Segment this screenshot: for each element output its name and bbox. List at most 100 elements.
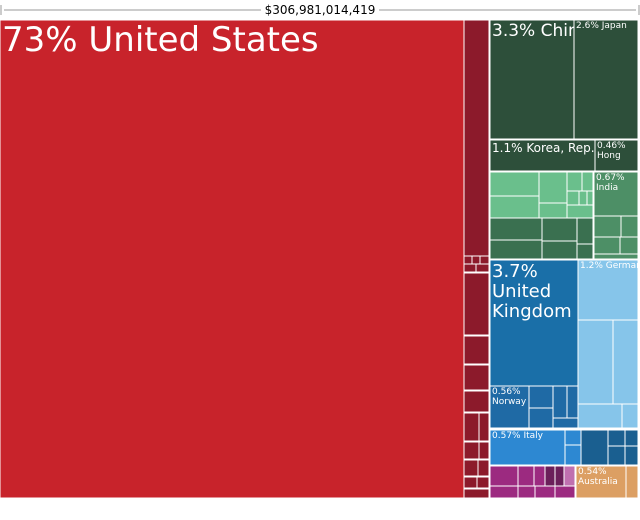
category-label: China xyxy=(540,21,574,41)
chart-title: $306,981,014,419 xyxy=(260,3,380,17)
small-tile xyxy=(477,459,490,477)
small-tile xyxy=(476,476,490,489)
category-label: India xyxy=(596,182,619,193)
tile-label: 2.6% Japan xyxy=(574,20,638,139)
small-tile xyxy=(586,190,594,206)
small-tile xyxy=(552,385,568,419)
tile xyxy=(593,171,639,217)
value-label: 0.46% xyxy=(597,141,626,151)
tile xyxy=(577,259,639,321)
small-tile xyxy=(625,465,639,499)
small-tile xyxy=(463,412,480,442)
small-tile xyxy=(593,253,639,260)
tile xyxy=(489,429,566,466)
small-tile xyxy=(538,171,568,204)
small-tile xyxy=(489,465,519,487)
small-tile xyxy=(593,215,622,238)
value-label: 1.2% xyxy=(580,261,603,271)
small-tile xyxy=(577,403,623,429)
small-tile xyxy=(489,217,543,241)
small-tile xyxy=(619,236,639,255)
small-tile xyxy=(478,441,490,460)
small-tile xyxy=(517,465,535,487)
small-tile xyxy=(621,403,639,429)
small-tile xyxy=(463,441,480,460)
tile-label: 3.7% United Kingdom xyxy=(490,260,578,386)
value-label: 2.6% xyxy=(576,21,599,31)
small-tile xyxy=(533,465,546,487)
category-label: Norway xyxy=(492,396,527,407)
category-label: Japan xyxy=(601,21,627,31)
small-tile xyxy=(463,476,478,489)
tile xyxy=(575,465,627,499)
small-tile xyxy=(581,171,594,192)
tile-label: 0.46% Hong xyxy=(595,140,638,171)
small-tile xyxy=(463,19,490,257)
value-label: 3.7% xyxy=(492,261,538,282)
tile-label: 0.57% Italy xyxy=(490,430,565,465)
small-tile xyxy=(463,390,490,413)
small-tile xyxy=(528,385,554,409)
small-tile xyxy=(463,263,477,273)
small-tile xyxy=(612,319,639,405)
small-tile xyxy=(563,465,576,487)
small-tile xyxy=(593,236,621,255)
category-label: Hong xyxy=(597,150,621,161)
small-tile xyxy=(489,239,543,260)
small-tile xyxy=(544,465,556,487)
value-label: 3.3% xyxy=(492,21,536,41)
small-tile xyxy=(534,485,556,499)
small-tile xyxy=(552,417,579,429)
tile-label: 0.56% Norway xyxy=(490,386,529,428)
tile xyxy=(489,259,579,387)
small-tile xyxy=(528,407,554,429)
small-tile xyxy=(576,217,594,245)
small-tile xyxy=(578,190,588,206)
small-tile xyxy=(566,385,579,419)
small-tile xyxy=(564,429,582,446)
small-tile xyxy=(463,459,479,477)
category-label: Germany xyxy=(605,261,638,271)
small-tile xyxy=(478,412,490,442)
category-label: Australia xyxy=(578,476,618,487)
category-label: Italy xyxy=(523,431,543,441)
category-label: United Kingdom xyxy=(492,280,572,322)
small-tile xyxy=(538,202,568,219)
value-label: 0.54% xyxy=(578,467,607,477)
small-tile xyxy=(577,319,614,405)
small-tile xyxy=(607,429,626,447)
small-tile xyxy=(607,445,626,466)
small-tile xyxy=(489,485,519,499)
small-tile xyxy=(463,255,473,265)
tile xyxy=(489,385,530,429)
category-label: United States xyxy=(88,20,319,60)
small-tile xyxy=(489,195,540,219)
small-tile xyxy=(624,445,639,466)
value-label: 0.57% xyxy=(492,431,521,441)
tile-label: 0.67% India xyxy=(594,172,638,216)
small-tile xyxy=(475,263,490,273)
small-tile xyxy=(620,215,639,238)
small-tile xyxy=(541,217,578,242)
small-tile xyxy=(463,488,490,499)
small-tile xyxy=(576,243,594,260)
tile-label: 1.1% Korea, Rep. xyxy=(490,140,595,171)
tile xyxy=(0,19,465,499)
tile xyxy=(573,19,639,140)
small-tile xyxy=(566,204,594,219)
small-tile xyxy=(463,272,490,336)
category-label: Korea, Rep. xyxy=(526,141,595,155)
small-tile xyxy=(580,429,609,466)
small-tile xyxy=(564,444,582,466)
small-tile xyxy=(566,190,580,206)
value-label: 0.67% xyxy=(596,173,625,183)
tile-label: 3.3% China xyxy=(490,20,574,139)
small-tile xyxy=(489,171,540,197)
tile xyxy=(594,139,639,172)
tile-label: 73% United States xyxy=(0,20,464,498)
small-tile xyxy=(624,429,639,447)
small-tile xyxy=(471,255,481,265)
value-label: 0.56% xyxy=(492,387,521,397)
